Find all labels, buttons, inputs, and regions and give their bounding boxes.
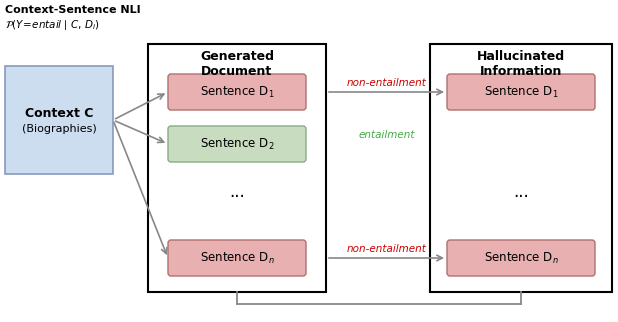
Text: Context-Sentence NLI: Context-Sentence NLI [5, 5, 141, 15]
Text: Generated: Generated [200, 50, 274, 63]
FancyBboxPatch shape [447, 240, 595, 276]
Text: (Biographies): (Biographies) [22, 124, 96, 134]
Text: Sentence D$_2$: Sentence D$_2$ [200, 137, 274, 152]
Text: non-entailment: non-entailment [347, 78, 426, 88]
Text: Information: Information [480, 65, 562, 78]
FancyBboxPatch shape [168, 126, 306, 162]
Text: Sentence D$_1$: Sentence D$_1$ [484, 84, 558, 99]
Text: ...: ... [513, 183, 529, 201]
Text: Context C: Context C [25, 107, 93, 119]
Text: Sentence D$_n$: Sentence D$_n$ [484, 251, 558, 266]
FancyBboxPatch shape [168, 240, 306, 276]
Text: Sentence D$_n$: Sentence D$_n$ [200, 251, 274, 266]
Text: $\mathcal{P}(Y\!=\!\mathit{entail}\mid C,\, D_i)$: $\mathcal{P}(Y\!=\!\mathit{entail}\mid C… [5, 18, 99, 32]
Bar [148, 44, 326, 292]
Text: Document: Document [201, 65, 273, 78]
Bar [430, 44, 612, 292]
Text: entailment: entailment [358, 130, 415, 140]
FancyBboxPatch shape [447, 74, 595, 110]
Text: non-entailment: non-entailment [347, 244, 426, 254]
Bar [5, 66, 113, 174]
FancyBboxPatch shape [168, 74, 306, 110]
Text: Sentence D$_1$: Sentence D$_1$ [200, 84, 274, 99]
Text: ...: ... [229, 183, 245, 201]
Text: Hallucinated: Hallucinated [477, 50, 565, 63]
